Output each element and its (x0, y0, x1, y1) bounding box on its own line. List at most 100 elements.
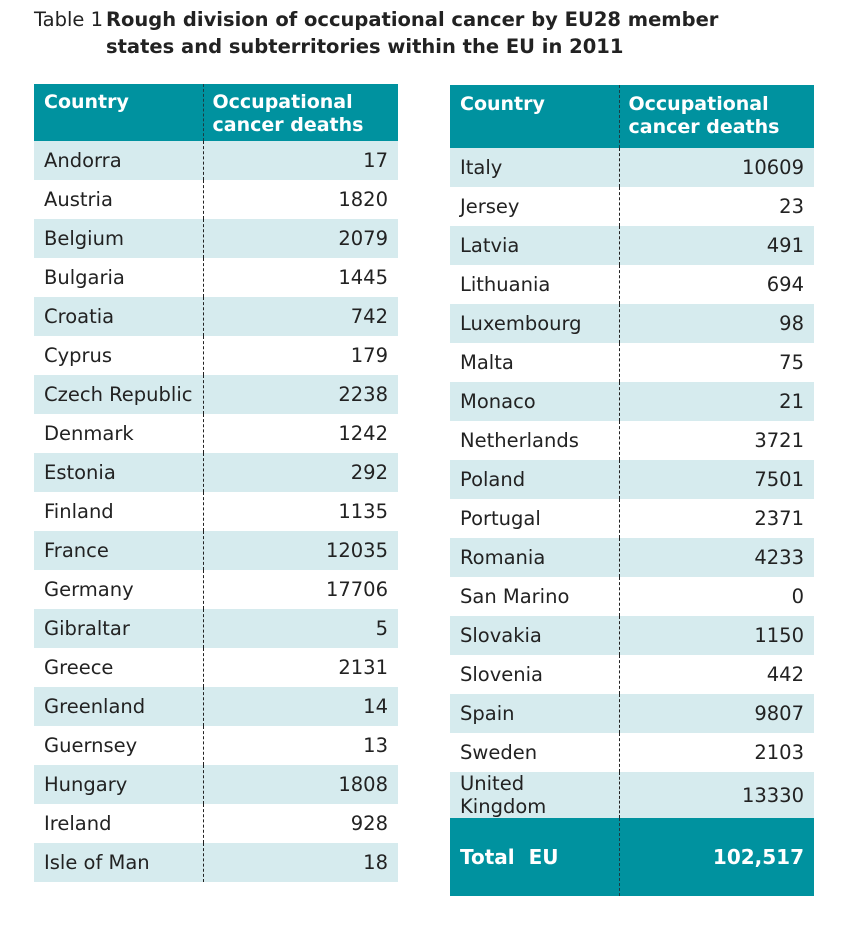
country-cell: Ireland (44, 812, 112, 835)
table-row: Slovenia 442 (450, 655, 814, 694)
table-row: Isle of Man 18 (34, 843, 398, 882)
table-row: Cyprus 179 (34, 336, 398, 375)
table-row: Spain 9807 (450, 694, 814, 733)
table-row: Denmark 1242 (34, 414, 398, 453)
deaths-cell: 2131 (202, 648, 398, 687)
country-cell: Bulgaria (44, 266, 125, 289)
country-cell: Estonia (34, 453, 203, 492)
table-row: Netherlands 3721 (450, 421, 814, 460)
header-row: Country Occupational cancer deaths (450, 85, 814, 148)
country-cell: Hungary (34, 765, 203, 804)
deaths-cell: 17 (202, 141, 398, 180)
country-cell: Slovenia (460, 663, 543, 686)
deaths-cell: 2103 (618, 733, 814, 772)
country-cell: Guernsey (44, 734, 138, 757)
deaths-cell: 7501 (618, 460, 814, 499)
deaths-cell: 17706 (202, 570, 398, 609)
table-row: Greece 2131 (34, 648, 398, 687)
header-country: Country (34, 84, 203, 141)
country-cell: Gibraltar (34, 609, 203, 648)
table-row: Sweden 2103 (450, 733, 814, 772)
country-cell: Netherlands (460, 429, 579, 452)
table-row: Slovakia 1150 (450, 616, 814, 655)
table-row: Finland 1135 (34, 492, 398, 531)
country-cell: Malta (460, 351, 514, 374)
deaths-cell: 0 (618, 577, 814, 616)
table-left: Country Occupational cancer deaths Andor… (34, 84, 398, 882)
total-label: Total EU (450, 818, 619, 896)
deaths-cell: 1150 (618, 616, 814, 655)
deaths-cell: 18 (202, 843, 398, 882)
deaths-cell: 1135 (202, 492, 398, 531)
deaths-cell: 1820 (202, 180, 398, 219)
deaths-cell: 928 (202, 804, 398, 843)
deaths-cell: 292 (202, 453, 398, 492)
deaths-cell: 13330 (618, 772, 814, 818)
table-row: Romania 4233 (450, 538, 814, 577)
country-cell: United Kingdom (450, 772, 619, 818)
country-cell: Andorra (34, 141, 203, 180)
deaths-cell: 2371 (618, 499, 814, 538)
country-cell: Latvia (450, 226, 619, 265)
country-cell: Cyprus (44, 344, 113, 367)
deaths-cell: 2238 (202, 375, 398, 414)
table-row: Lithuania 694 (450, 265, 814, 304)
table-row: Latvia 491 (450, 226, 814, 265)
deaths-cell: 21 (618, 382, 814, 421)
country-cell: Denmark (44, 422, 134, 445)
country-cell: Austria (44, 188, 113, 211)
deaths-cell: 23 (618, 187, 814, 226)
deaths-cell: 14 (202, 687, 398, 726)
table-row: Monaco 21 (450, 382, 814, 421)
deaths-cell: 5 (202, 609, 398, 648)
deaths-cell: 1808 (202, 765, 398, 804)
caption-text: Rough division of occupational cancer by… (106, 8, 719, 58)
table-right: Country Occupational cancer deaths Italy… (450, 85, 814, 896)
deaths-cell: 10609 (618, 148, 814, 187)
country-cell: San Marino (460, 585, 570, 608)
country-cell: Belgium (34, 219, 203, 258)
table-row: Czech Republic 2238 (34, 375, 398, 414)
country-cell: France (34, 531, 203, 570)
country-cell: Spain (450, 694, 619, 733)
table-row: Estonia 292 (34, 453, 398, 492)
deaths-cell: 179 (202, 336, 398, 375)
table-row: Hungary 1808 (34, 765, 398, 804)
country-cell: Poland (450, 460, 619, 499)
table-row: Gibraltar 5 (34, 609, 398, 648)
country-cell: Slovakia (450, 616, 619, 655)
country-cell: Luxembourg (450, 304, 619, 343)
table-row: Guernsey 13 (34, 726, 398, 765)
table-row: San Marino 0 (450, 577, 814, 616)
deaths-cell: 4233 (618, 538, 814, 577)
deaths-cell: 2079 (202, 219, 398, 258)
caption-label: Table 1 (34, 8, 104, 31)
table-row: United Kingdom 13330 (450, 772, 814, 818)
deaths-cell: 491 (618, 226, 814, 265)
table-row: Austria 1820 (34, 180, 398, 219)
header-country: Country (450, 85, 619, 148)
table-row: Jersey 23 (450, 187, 814, 226)
deaths-cell: 1445 (202, 258, 398, 297)
deaths-cell: 694 (618, 265, 814, 304)
deaths-cell: 12035 (202, 531, 398, 570)
header-deaths: Occupational cancer deaths (202, 84, 398, 141)
deaths-cell: 742 (202, 297, 398, 336)
deaths-cell: 1242 (202, 414, 398, 453)
table-row: Italy 10609 (450, 148, 814, 187)
table-row: Malta 75 (450, 343, 814, 382)
country-cell: Greece (44, 656, 114, 679)
table-row: Croatia 742 (34, 297, 398, 336)
deaths-cell: 98 (618, 304, 814, 343)
table-row: Ireland 928 (34, 804, 398, 843)
country-cell: Greenland (34, 687, 203, 726)
deaths-cell: 442 (618, 655, 814, 694)
table-row: Luxembourg 98 (450, 304, 814, 343)
table-row: Belgium 2079 (34, 219, 398, 258)
country-cell: Monaco (450, 382, 619, 421)
deaths-cell: 13 (202, 726, 398, 765)
table-row: France 12035 (34, 531, 398, 570)
table-row: Andorra 17 (34, 141, 398, 180)
header-deaths: Occupational cancer deaths (618, 85, 814, 148)
country-cell: Croatia (34, 297, 203, 336)
